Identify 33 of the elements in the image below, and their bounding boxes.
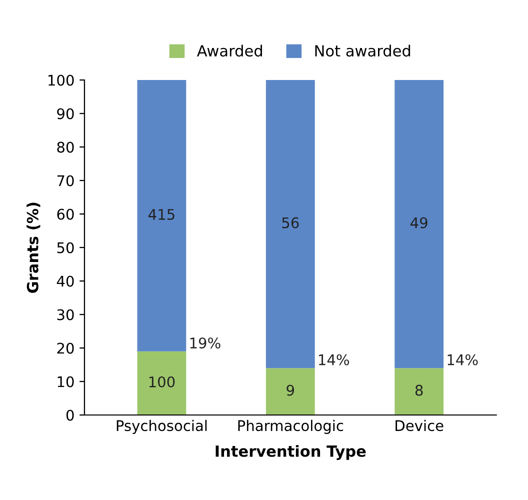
y-tick-label: 70 <box>57 175 74 186</box>
legend-label: Not awarded <box>315 44 410 57</box>
annotation: 14% <box>448 354 478 366</box>
bar <box>137 351 186 415</box>
annotation: 14% <box>319 354 350 366</box>
bar <box>394 80 444 368</box>
annotation: 415 <box>148 209 174 220</box>
x-tick-label: Psychosocial <box>116 420 207 434</box>
y-tick-label: 30 <box>57 309 74 320</box>
annotation: 100 <box>149 376 175 388</box>
annotation: 8 <box>415 384 423 396</box>
y-tick-label: 90 <box>57 108 74 120</box>
y-tick-label: 80 <box>57 142 74 153</box>
y-tick-label: 50 <box>57 242 74 254</box>
bar <box>394 368 444 415</box>
y-tick-label: 40 <box>56 276 74 287</box>
bar <box>266 80 315 368</box>
y-tick-label: 20 <box>57 342 74 354</box>
y-axis-title: Grants (%) <box>26 202 40 293</box>
x-axis-title: Intervention Type <box>216 445 366 460</box>
bar <box>266 368 315 415</box>
legend-label: Awarded <box>196 44 262 57</box>
annotation: 56 <box>282 217 299 228</box>
bar <box>137 80 186 352</box>
y-tick-label: 100 <box>48 74 74 86</box>
annotation: 49 <box>410 217 428 228</box>
y-tick-label: 0 <box>66 410 74 421</box>
y-tick-label: 60 <box>57 208 74 220</box>
x-tick-label: Pharmacologic <box>238 420 344 434</box>
x-tick-label: Device <box>396 420 444 432</box>
annotation: 9 <box>286 384 294 396</box>
y-tick-label: 10 <box>58 376 74 388</box>
annotation: 19% <box>190 337 220 349</box>
